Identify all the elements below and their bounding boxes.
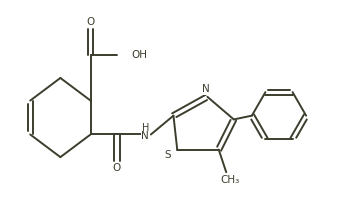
Text: O: O: [113, 163, 121, 173]
Text: CH₃: CH₃: [220, 176, 240, 185]
Text: S: S: [164, 150, 171, 160]
Text: N: N: [141, 131, 149, 141]
Text: OH: OH: [131, 50, 147, 60]
Text: N: N: [202, 84, 209, 94]
Text: O: O: [87, 17, 95, 27]
Text: H: H: [142, 123, 149, 133]
